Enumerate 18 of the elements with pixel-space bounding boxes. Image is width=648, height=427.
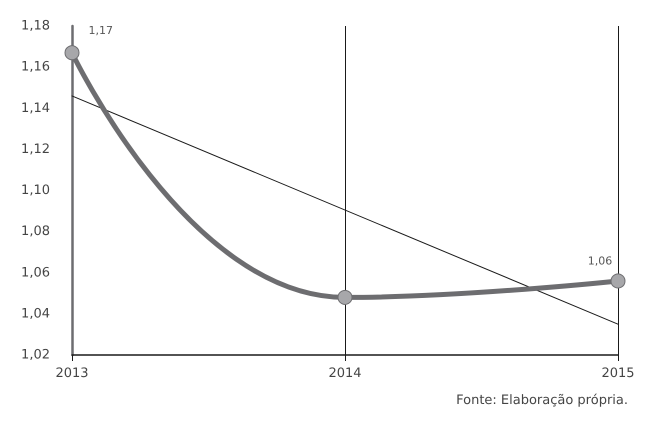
point bbox=[610, 273, 626, 288]
y-tick-label: 1,10 bbox=[21, 183, 50, 198]
y-tick-label: 1,14 bbox=[21, 100, 50, 116]
y-tick-label: 1,08 bbox=[21, 224, 50, 240]
x-tick-label: 2013 bbox=[55, 366, 89, 381]
y-tick-label: 1,04 bbox=[21, 306, 50, 322]
y-tick-label: 1,16 bbox=[21, 60, 50, 75]
y-tick-label: 1,02 bbox=[21, 348, 50, 362]
point bbox=[64, 45, 80, 60]
data-label: 1,06 bbox=[588, 254, 612, 268]
x-tick-label: 2015 bbox=[601, 366, 635, 381]
y-tick-label: 1,06 bbox=[21, 265, 50, 280]
point bbox=[338, 290, 352, 305]
source-note: Fonte: Elaboração própria. bbox=[456, 393, 628, 408]
y-tick-label: 1,18 bbox=[21, 18, 50, 34]
data-label: 1,17 bbox=[88, 24, 113, 38]
x-tick-label: 2014 bbox=[328, 366, 362, 381]
y-tick-label: 1,12 bbox=[21, 142, 50, 157]
